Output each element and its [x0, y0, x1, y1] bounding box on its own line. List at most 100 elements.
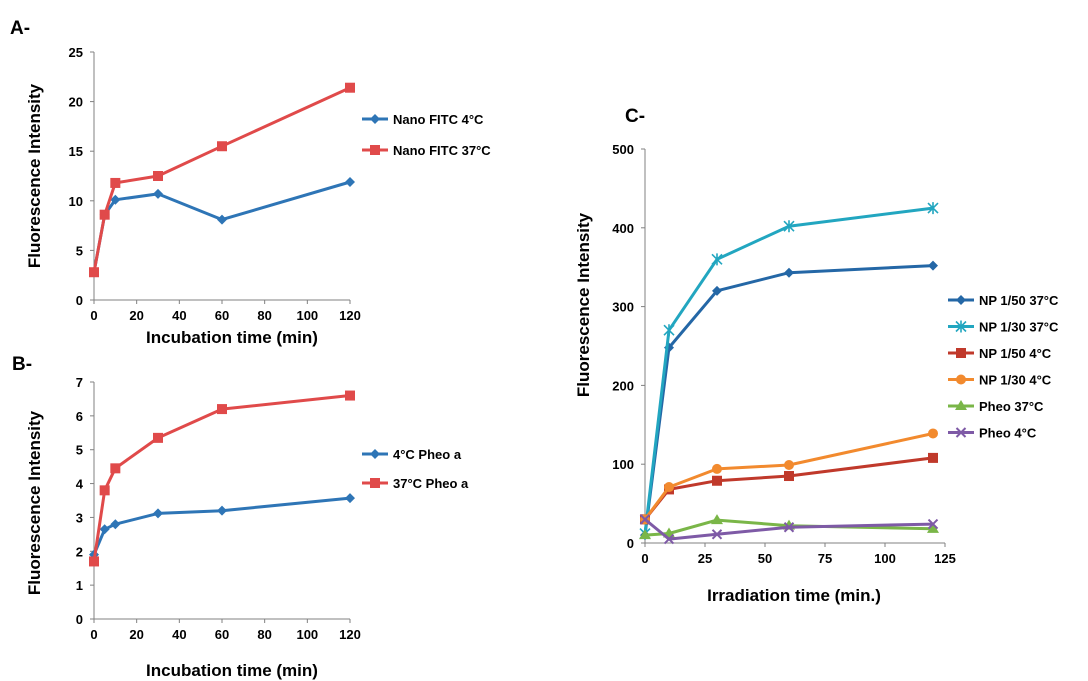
data-point	[663, 324, 675, 337]
legend-label: Nano FITC 37°C	[393, 143, 491, 158]
panel-label-a: A-	[10, 18, 30, 39]
chart-a: 0 20 40 60 80 100 120 0 5 10 15 20 25 Incubation time…	[25, 45, 491, 347]
chart-b: 0 20 40 60 80 100 120 0 1 2 3 4 5 6 7 Incubation time (…	[25, 375, 469, 680]
legend-item: NP 1/50 37°C	[948, 293, 1059, 308]
legend-item: 4°C Pheo a	[362, 447, 462, 462]
data-point	[784, 471, 794, 482]
x-tick-label: 0	[90, 627, 97, 642]
y-axis-title: Fluorescence Intensity	[25, 83, 44, 268]
x-tick-label: 20	[129, 308, 143, 323]
legend-label: Pheo 37°C	[979, 399, 1044, 414]
data-point	[89, 267, 99, 278]
y-tick-label: 5	[76, 243, 83, 258]
x-tick-label: 120	[339, 308, 361, 323]
x-tick-label: 100	[874, 551, 896, 566]
data-point	[712, 463, 722, 474]
x-tick-label: 40	[172, 308, 186, 323]
y-tick-label: 10	[69, 194, 83, 209]
x-axis-title: Irradiation time (min.)	[707, 586, 881, 605]
x-tick-label: 80	[257, 308, 271, 323]
x-axis-title: Incubation time (min)	[146, 661, 318, 680]
legend-marker	[956, 295, 966, 305]
legend-item: NP 1/30 37°C	[948, 320, 1059, 335]
data-point	[217, 141, 227, 152]
legend-marker	[370, 114, 380, 124]
x-tick-label: 0	[90, 308, 97, 323]
legend-marker	[955, 400, 967, 410]
y-tick-label: 400	[612, 221, 634, 236]
data-point	[110, 194, 121, 205]
x-tick-label: 25	[698, 551, 712, 566]
series-5	[639, 514, 939, 545]
legend-label: NP 1/50 37°C	[979, 293, 1059, 308]
chart-c: 0 25 50 75 100 125 0 100 200 300 400 500 Irradiation…	[574, 142, 1059, 605]
series-line	[643, 264, 934, 536]
legend-marker	[370, 478, 380, 488]
y-tick-label: 2	[76, 544, 83, 559]
legend-marker	[955, 320, 967, 333]
series-line	[92, 394, 351, 562]
data-point	[664, 482, 674, 493]
data-point	[712, 475, 722, 486]
data-point	[783, 522, 795, 533]
data-point	[99, 524, 110, 535]
x-tick-label: 20	[129, 627, 143, 642]
legend-item: 37°C Pheo a	[362, 476, 469, 491]
data-point	[784, 267, 794, 278]
legend-label: 4°C Pheo a	[393, 447, 462, 462]
y-tick-label: 7	[76, 375, 83, 390]
legend-label: Nano FITC 4°C	[393, 112, 484, 127]
data-point	[927, 518, 939, 530]
legend-label: 37°C Pheo a	[393, 476, 469, 491]
data-point	[99, 209, 110, 220]
x-tick-label: 60	[215, 308, 229, 323]
data-point	[345, 493, 355, 504]
series-3	[640, 428, 938, 525]
data-point	[99, 485, 110, 496]
y-tick-label: 25	[69, 45, 83, 60]
x-tick-label: 80	[257, 627, 271, 642]
data-point	[110, 519, 121, 530]
data-point	[345, 390, 355, 401]
y-tick-label: 200	[612, 378, 634, 393]
data-point	[110, 463, 121, 474]
data-point	[153, 171, 163, 181]
x-tick-label: 125	[934, 551, 956, 566]
data-point	[928, 260, 938, 271]
legend-label: Pheo 4°C	[979, 426, 1037, 441]
y-tick-label: 0	[76, 612, 83, 627]
data-point	[663, 533, 675, 545]
y-axis-title: Fluorescence Intensity	[25, 410, 44, 595]
series-line	[92, 496, 351, 556]
legend-marker	[956, 348, 966, 358]
legend-item: NP 1/30 4°C	[948, 373, 1052, 388]
data-point	[153, 432, 163, 443]
data-point	[927, 522, 939, 533]
x-tick-label: 120	[339, 627, 361, 642]
series-1	[89, 390, 355, 567]
panel-label-c: C-	[625, 106, 645, 127]
legend-label: NP 1/30 4°C	[979, 373, 1052, 388]
legend-label: NP 1/50 4°C	[979, 346, 1052, 361]
series-0	[89, 493, 355, 560]
y-tick-label: 15	[69, 144, 83, 159]
y-tick-label: 3	[76, 510, 83, 525]
y-tick-label: 100	[612, 457, 634, 472]
data-point	[153, 188, 163, 199]
y-tick-label: 4	[76, 477, 84, 492]
data-point	[711, 514, 723, 525]
data-point	[89, 556, 99, 567]
data-point	[217, 214, 227, 225]
data-point	[345, 82, 355, 93]
series-1	[639, 202, 939, 540]
series-line	[92, 86, 351, 273]
x-tick-label: 0	[641, 551, 648, 566]
data-point	[711, 253, 723, 266]
y-axis-title: Fluorescence Intensity	[574, 212, 593, 397]
data-point	[711, 529, 723, 540]
data-point	[110, 177, 121, 188]
y-tick-label: 0	[76, 293, 83, 308]
panel-label-b: B-	[12, 354, 32, 375]
data-point	[153, 508, 163, 519]
